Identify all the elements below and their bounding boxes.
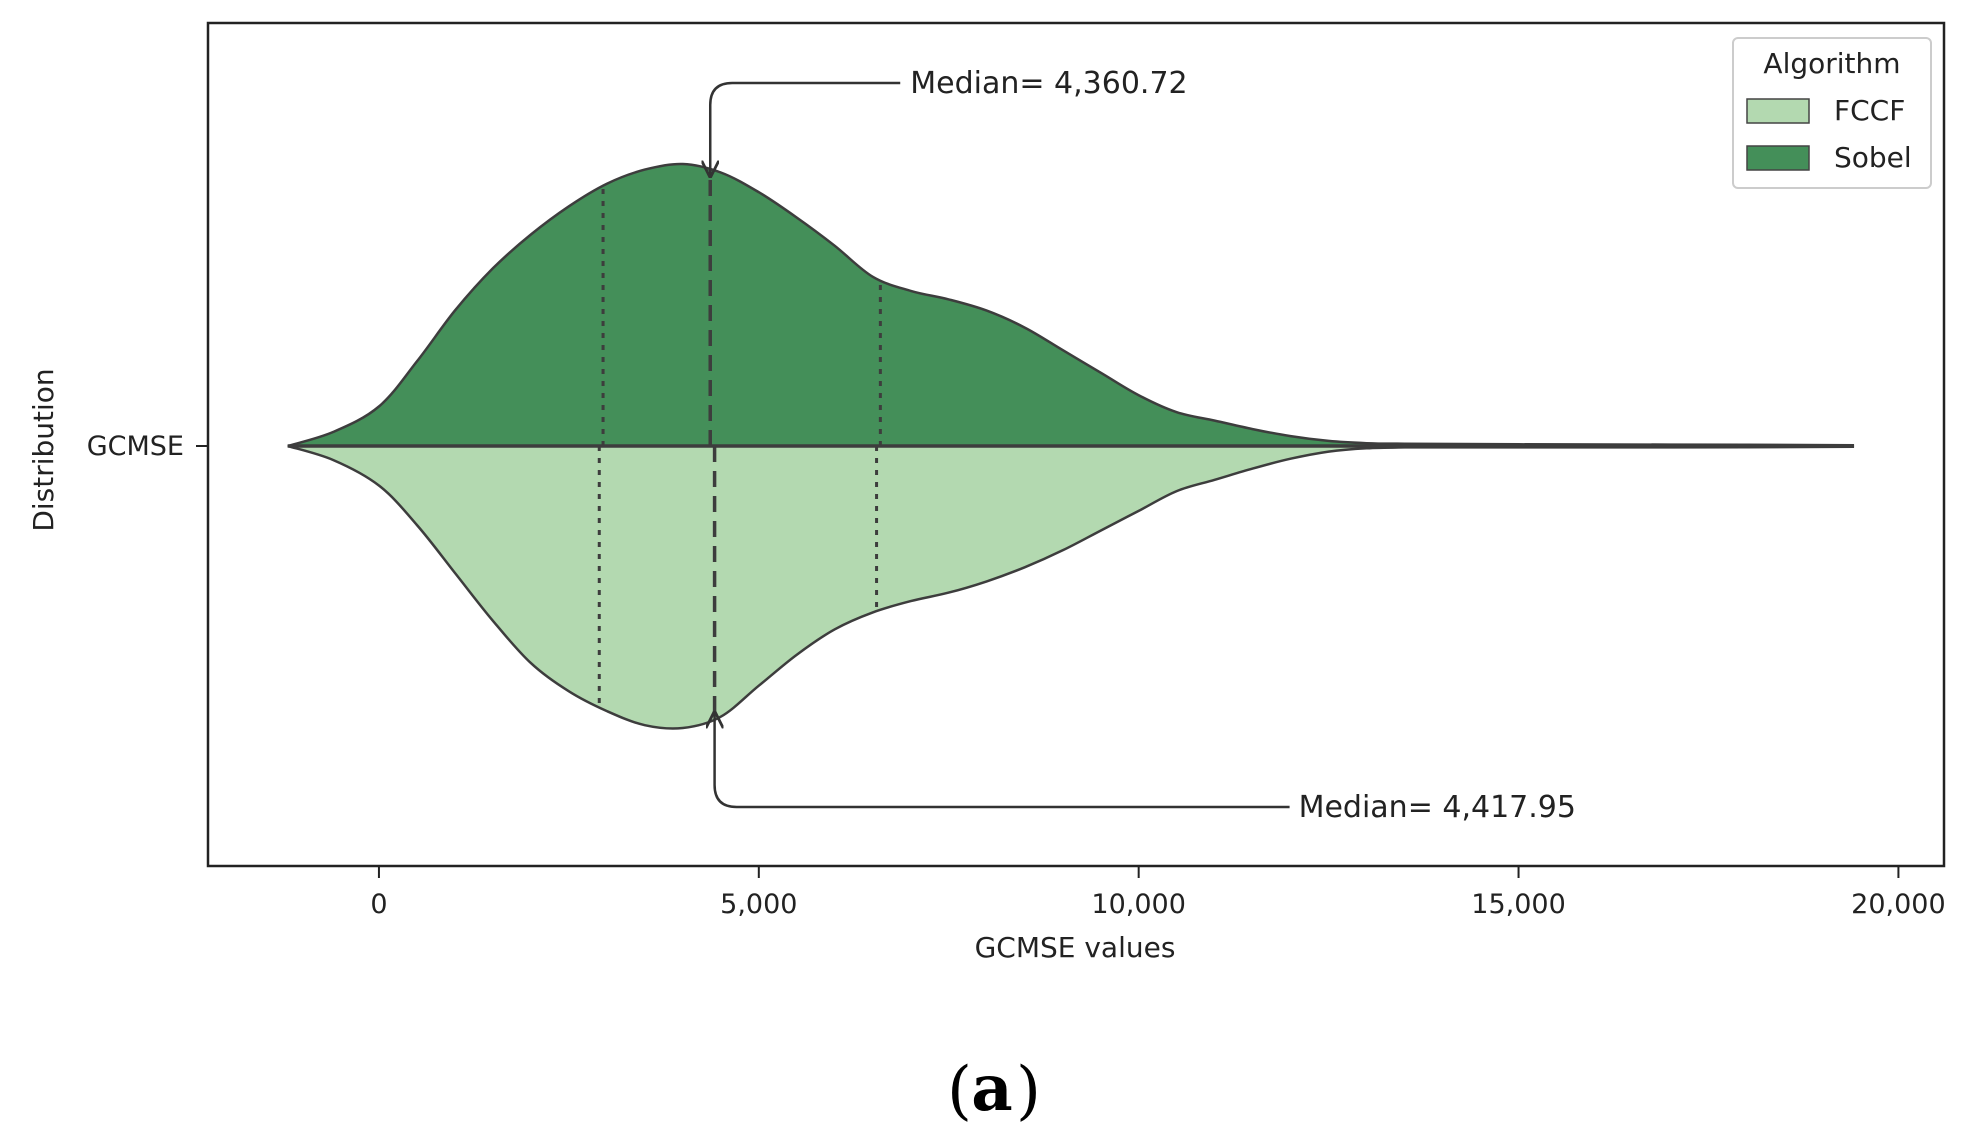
legend-swatch-sobel — [1746, 145, 1810, 171]
caption-label: a — [971, 1051, 1012, 1126]
legend-label-fccf: FCCF — [1834, 94, 1905, 127]
x-tick-label: 20,000 — [1851, 889, 1945, 920]
legend-swatch-fccf — [1746, 98, 1810, 124]
y-axis-title: Distribution — [27, 368, 60, 531]
x-axis-ticks: 0 5,000 10,000 15,000 20,000 — [370, 866, 1946, 920]
legend-title: Algorithm — [1763, 47, 1900, 80]
caption-close-paren: ) — [1016, 1054, 1041, 1128]
violin-layer — [287, 162, 1855, 730]
legend: Algorithm FCCF Sobel — [1732, 37, 1932, 189]
annotation-median-fccf: Median= 4,417.95 — [1299, 790, 1576, 825]
annotation-layer: Median= 4,360.72 Median= 4,417.95 — [710, 66, 1576, 825]
annotation-median-sobel: Median= 4,360.72 — [910, 66, 1187, 101]
x-axis-title: GCMSE values — [975, 931, 1176, 964]
x-tick-label: 0 — [370, 889, 387, 920]
x-tick-label: 15,000 — [1471, 889, 1565, 920]
annotation-arrow — [710, 81, 901, 176]
caption-open-paren: ( — [947, 1054, 972, 1128]
annotation-arrow — [715, 713, 1290, 809]
x-tick-label: 5,000 — [720, 889, 797, 920]
y-tick-label: GCMSE — [87, 431, 184, 462]
violin-fccf — [287, 444, 1855, 730]
legend-label-sobel: Sobel — [1834, 141, 1912, 174]
x-tick-label: 10,000 — [1091, 889, 1185, 920]
figure-caption: ( a ) — [947, 1051, 1041, 1128]
violin-sobel — [287, 162, 1855, 448]
